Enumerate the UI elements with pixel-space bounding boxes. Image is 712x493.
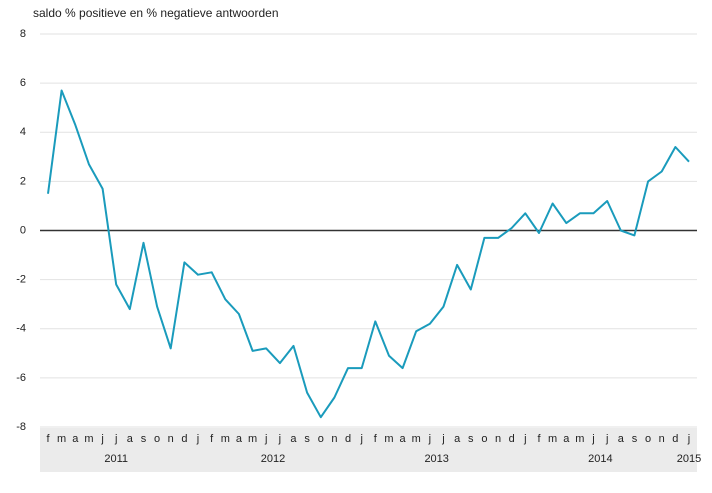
x-tick-label: n: [495, 433, 501, 445]
x-tick-label: a: [236, 433, 243, 445]
x-tick-label: m: [84, 433, 93, 445]
x-tick-label: m: [412, 433, 421, 445]
year-label: 2011: [104, 453, 128, 465]
y-tick-label: -2: [16, 274, 26, 286]
x-tick-label: j: [591, 433, 594, 445]
x-tick-label: a: [72, 433, 79, 445]
x-tick-label: j: [687, 433, 690, 445]
x-tick-label: o: [645, 433, 651, 445]
year-label: 2015: [677, 453, 701, 465]
x-tick-label: j: [359, 433, 362, 445]
x-tick-label: o: [154, 433, 160, 445]
x-tick-label: s: [304, 433, 310, 445]
data-line: [47, 89, 690, 419]
x-tick-label: f: [374, 433, 378, 445]
y-tick-label: -6: [16, 372, 26, 384]
x-tick-label: j: [441, 433, 444, 445]
x-tick-label: m: [384, 433, 393, 445]
x-tick-label: m: [575, 433, 584, 445]
x-axis-band: [40, 428, 697, 472]
y-tick-label: -8: [16, 421, 26, 433]
x-tick-label: a: [290, 433, 297, 445]
x-tick-label: s: [141, 433, 147, 445]
year-label: 2014: [588, 453, 612, 465]
x-tick-label: a: [454, 433, 461, 445]
x-tick-label: j: [264, 433, 267, 445]
x-tick-label: d: [181, 433, 187, 445]
y-tick-label: 4: [20, 126, 26, 138]
year-label: 2013: [424, 453, 448, 465]
x-tick-label: s: [468, 433, 474, 445]
x-tick-label: j: [100, 433, 103, 445]
x-tick-label: d: [672, 433, 678, 445]
x-tick-label: m: [248, 433, 257, 445]
x-tick-label: m: [57, 433, 66, 445]
x-tick-label: j: [278, 433, 281, 445]
x-tick-label: o: [318, 433, 324, 445]
x-tick-label: j: [523, 433, 526, 445]
x-tick-label: a: [400, 433, 407, 445]
x-tick-label: a: [618, 433, 625, 445]
x-tick-label: d: [345, 433, 351, 445]
x-tick-label: f: [210, 433, 214, 445]
year-label: 2012: [261, 453, 285, 465]
x-tick-label: n: [659, 433, 665, 445]
x-tick-label: j: [428, 433, 431, 445]
x-tick-label: f: [46, 433, 50, 445]
x-tick-label: j: [196, 433, 199, 445]
x-tick-label: m: [548, 433, 557, 445]
y-tick-label: 0: [20, 224, 26, 236]
y-tick-label: 8: [20, 28, 26, 40]
x-tick-label: f: [537, 433, 541, 445]
x-tick-label: m: [221, 433, 230, 445]
x-tick-label: j: [605, 433, 608, 445]
x-tick-label: s: [632, 433, 638, 445]
y-tick-label: 6: [20, 77, 26, 89]
x-tick-label: a: [563, 433, 570, 445]
x-tick-label: a: [127, 433, 134, 445]
x-tick-label: n: [168, 433, 174, 445]
x-tick-label: d: [509, 433, 515, 445]
y-tick-label: -4: [16, 323, 26, 335]
x-tick-label: o: [481, 433, 487, 445]
x-tick-label: n: [331, 433, 337, 445]
chart-title: saldo % positieve en % negatieve antwoor…: [33, 6, 279, 20]
y-tick-label: 2: [20, 175, 26, 187]
x-tick-label: j: [114, 433, 117, 445]
